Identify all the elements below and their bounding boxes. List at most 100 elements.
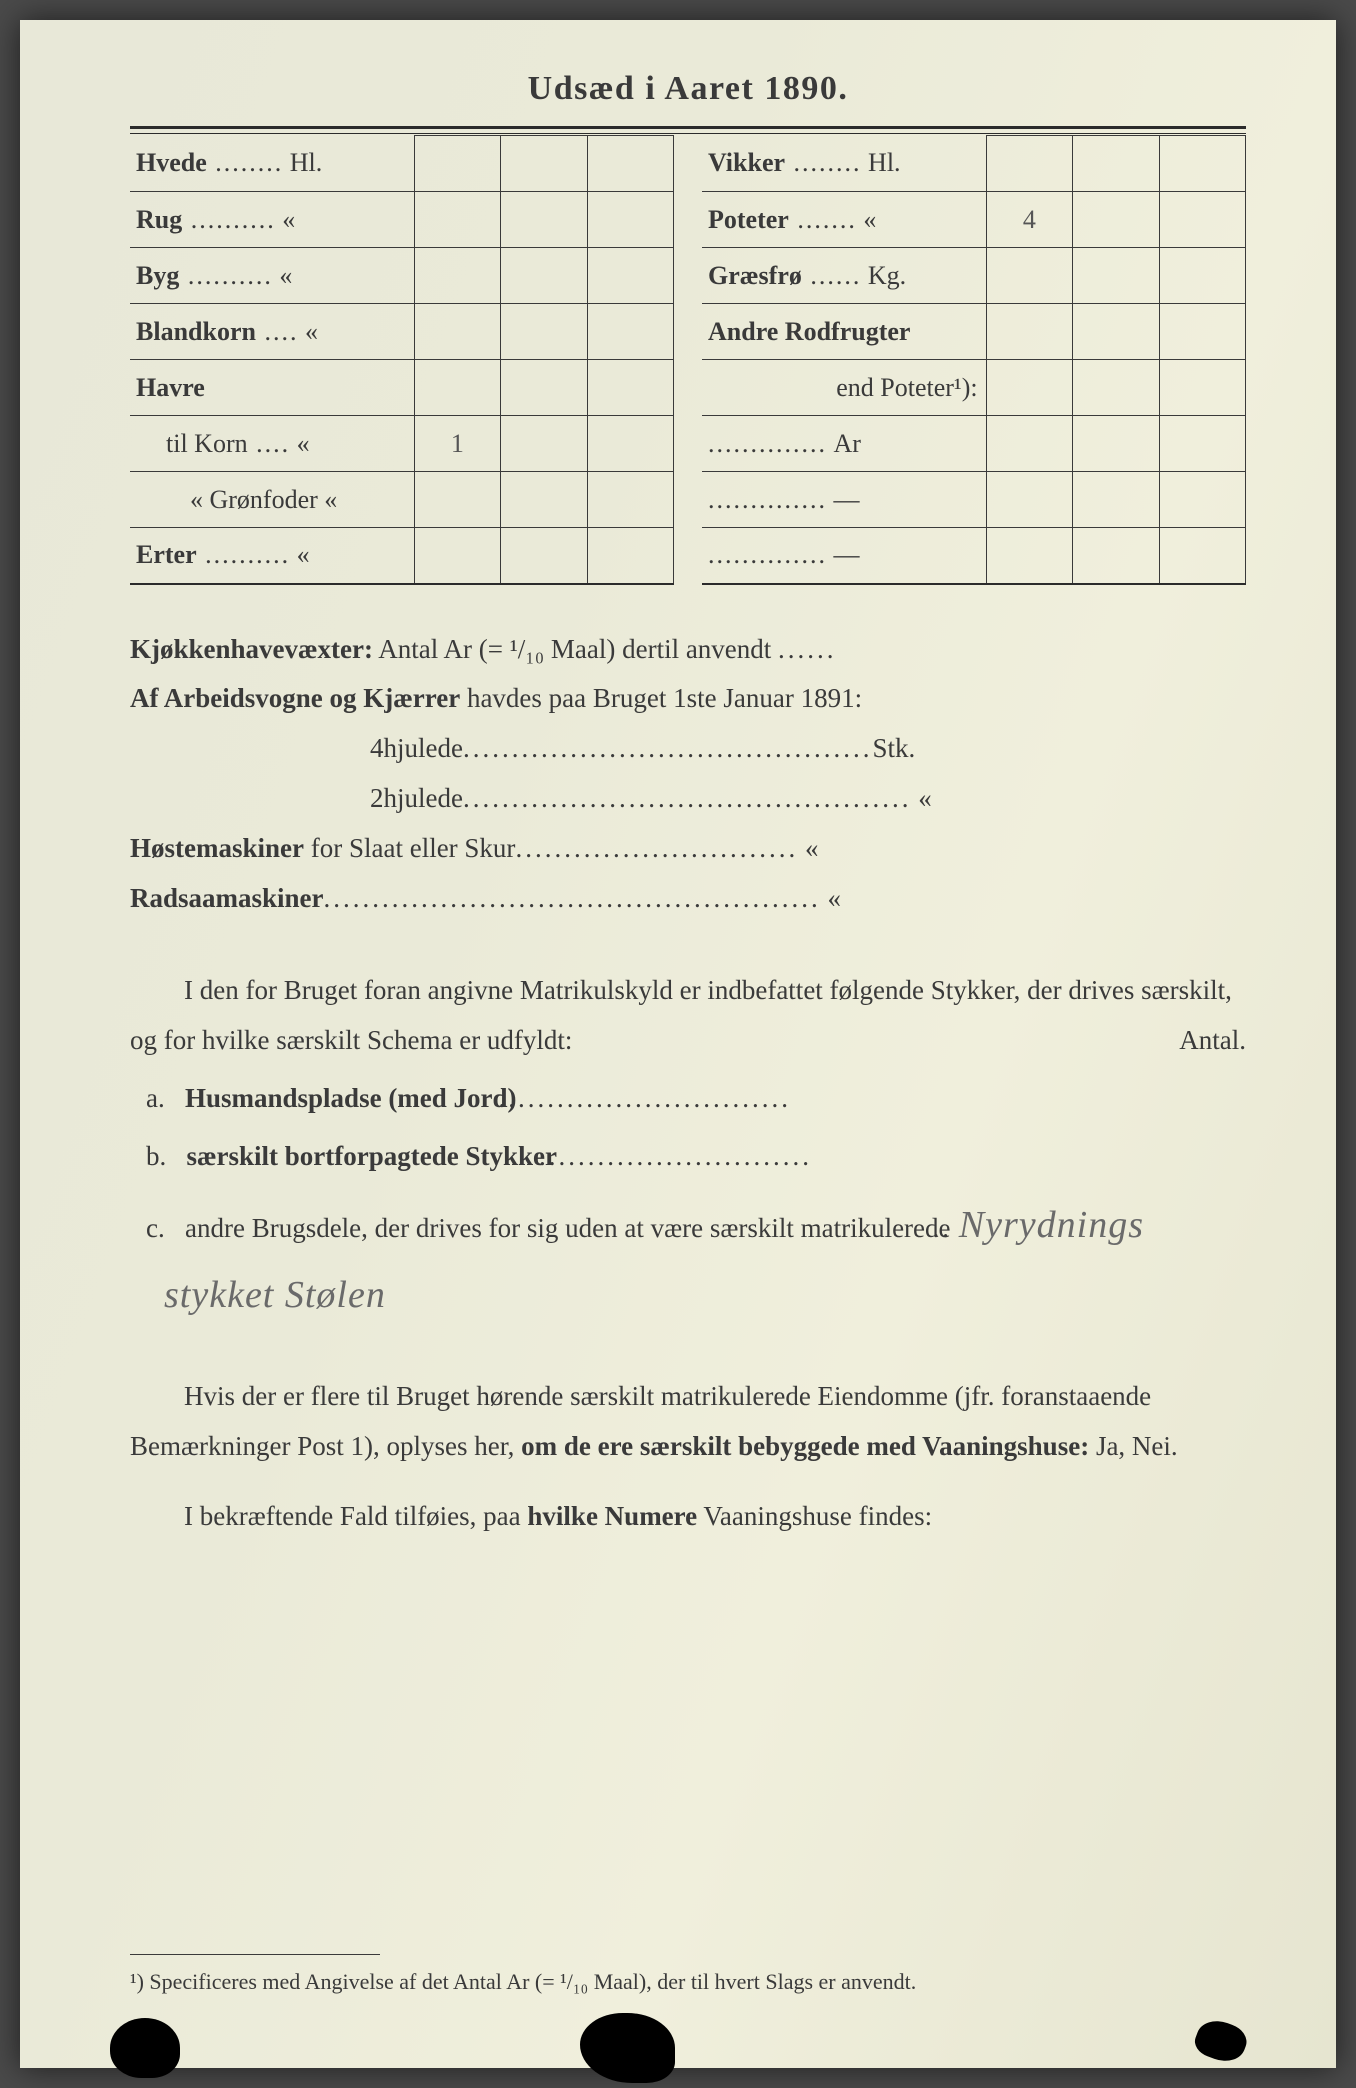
- cell-value: [414, 136, 500, 192]
- cell-value: [986, 360, 1072, 416]
- table-row: end Poteter¹):: [702, 360, 1246, 416]
- row-label: .............. —: [702, 472, 986, 528]
- para2-bold: om de ere særskilt bebyggede med Vaaning…: [521, 1431, 1089, 1461]
- hoste-rest: for Slaat eller Skur: [304, 833, 515, 863]
- table-row: Andre Rodfrugter: [702, 304, 1246, 360]
- para3-b: Vaaningshuse findes:: [697, 1501, 932, 1531]
- cell-value: [1073, 192, 1159, 248]
- row-label: Græsfrø ...... Kg.: [702, 248, 986, 304]
- table-row: Græsfrø ...... Kg.: [702, 248, 1246, 304]
- cell-value: [1073, 472, 1159, 528]
- cell-value: [1159, 248, 1245, 304]
- cell-value: [1159, 416, 1245, 472]
- table-row: Rug .......... «: [130, 192, 674, 248]
- cell-value: [501, 136, 587, 192]
- cell-value: [1073, 416, 1159, 472]
- hoste-label: Høstemaskiner: [130, 833, 304, 863]
- cell-value: [414, 528, 500, 584]
- cell-value: [414, 360, 500, 416]
- sowing-grid: Hvede ........ Hl.Rug .......... «Byg ..…: [130, 134, 1246, 585]
- cell-value: [587, 528, 673, 584]
- cell-value: [986, 136, 1072, 192]
- item-c-dots: ..: [951, 1204, 953, 1254]
- cell-value: [501, 472, 587, 528]
- page-title: Udsæd i Aaret 1890.: [130, 70, 1246, 108]
- cell-value: [501, 192, 587, 248]
- row-label: Poteter ....... «: [702, 192, 986, 248]
- table-row: Vikker ........ Hl.: [702, 136, 1246, 192]
- radsaa-label: Radsaamaskiner: [130, 883, 324, 913]
- cell-value: [1159, 472, 1245, 528]
- para-2: Hvis der er flere til Bruget hørende sær…: [130, 1372, 1246, 1472]
- item-a-label: Husmandspladse (med Jord): [185, 1083, 517, 1113]
- cell-value: [1159, 528, 1245, 584]
- cell-value: 4: [986, 192, 1072, 248]
- crop-table-left: Hvede ........ Hl.Rug .......... «Byg ..…: [130, 135, 674, 585]
- cell-value: [986, 472, 1072, 528]
- item-a: a. Husmandspladse (med Jord)............…: [130, 1074, 1246, 1124]
- twowheel-dots: ........................................…: [463, 774, 912, 824]
- row-label: end Poteter¹):: [702, 360, 986, 416]
- cell-value: [414, 472, 500, 528]
- table-row: Havre: [130, 360, 674, 416]
- cell-value: [501, 360, 587, 416]
- para-3: I bekræftende Fald tilføies, paa hvilke …: [130, 1492, 1246, 1542]
- row-label: til Korn .... «: [130, 416, 414, 472]
- item-c-tag: c.: [146, 1213, 165, 1243]
- cell-value: [587, 416, 673, 472]
- row-label: Andre Rodfrugter: [702, 304, 986, 360]
- cell-value: 1: [414, 416, 500, 472]
- table-row: Erter .......... «: [130, 528, 674, 584]
- para3-bold: hvilke Numere: [527, 1501, 697, 1531]
- table-row: Hvede ........ Hl.: [130, 136, 674, 192]
- hoste-unit: «: [805, 833, 819, 863]
- para2-tail: Ja, Nei.: [1089, 1431, 1177, 1461]
- row-label: Byg .......... «: [130, 248, 414, 304]
- line-4wheel: 4hjulede................................…: [130, 724, 1246, 774]
- table-row: « Grønfoder «: [130, 472, 674, 528]
- hoste-dots: .............................: [515, 824, 798, 874]
- cell-value: [1073, 528, 1159, 584]
- cell-value: [501, 416, 587, 472]
- line-hoste: Høstemaskiner for Slaat eller Skur......…: [130, 824, 1246, 874]
- cell-value: [1073, 248, 1159, 304]
- cell-value: [1159, 304, 1245, 360]
- cell-value: [414, 192, 500, 248]
- item-a-tag: a.: [146, 1083, 165, 1113]
- cell-value: [501, 248, 587, 304]
- table-row: Byg .......... «: [130, 248, 674, 304]
- cell-value: [587, 304, 673, 360]
- line-radsaa: Radsaamaskiner..........................…: [130, 874, 1246, 924]
- cell-value: [986, 304, 1072, 360]
- item-b-tag: b.: [146, 1141, 166, 1171]
- document-page: Udsæd i Aaret 1890. Hvede ........ Hl.Ru…: [20, 20, 1336, 2068]
- table-row: .............. Ar: [702, 416, 1246, 472]
- blob-icon: [110, 2018, 180, 2078]
- row-label: Blandkorn .... «: [130, 304, 414, 360]
- fourwheel-dots: ........................................…: [463, 724, 873, 774]
- cell-value: [587, 136, 673, 192]
- row-label: Erter .......... «: [130, 528, 414, 584]
- radsaa-unit: «: [828, 883, 842, 913]
- table-row: Poteter ....... «4: [702, 192, 1246, 248]
- para-1: I den for Bruget foran angivne Matrikuls…: [130, 966, 1246, 1066]
- cell-value: [1073, 360, 1159, 416]
- cell-value: [414, 304, 500, 360]
- crop-table-right: Vikker ........ Hl.Poteter ....... «4Græ…: [702, 135, 1246, 585]
- table-row: .............. —: [702, 528, 1246, 584]
- row-label: Havre: [130, 360, 414, 416]
- row-label: .............. Ar: [702, 416, 986, 472]
- cell-value: [587, 192, 673, 248]
- cell-value: [1073, 136, 1159, 192]
- twowheel-unit: «: [918, 783, 932, 813]
- row-label: .............. —: [702, 528, 986, 584]
- cell-value: [587, 472, 673, 528]
- item-b: b. særskilt bortforpagtede Stykker......…: [130, 1132, 1246, 1182]
- rule-thick: [130, 126, 1246, 129]
- cell-value: [986, 416, 1072, 472]
- para1-text: I den for Bruget foran angivne Matrikuls…: [130, 975, 1232, 1055]
- twowheel: 2hjulede: [370, 783, 463, 813]
- para3-a: I bekræftende Fald tilføies, paa: [184, 1501, 527, 1531]
- cell-value: [1159, 360, 1245, 416]
- item-b-dots: ............................: [557, 1132, 812, 1182]
